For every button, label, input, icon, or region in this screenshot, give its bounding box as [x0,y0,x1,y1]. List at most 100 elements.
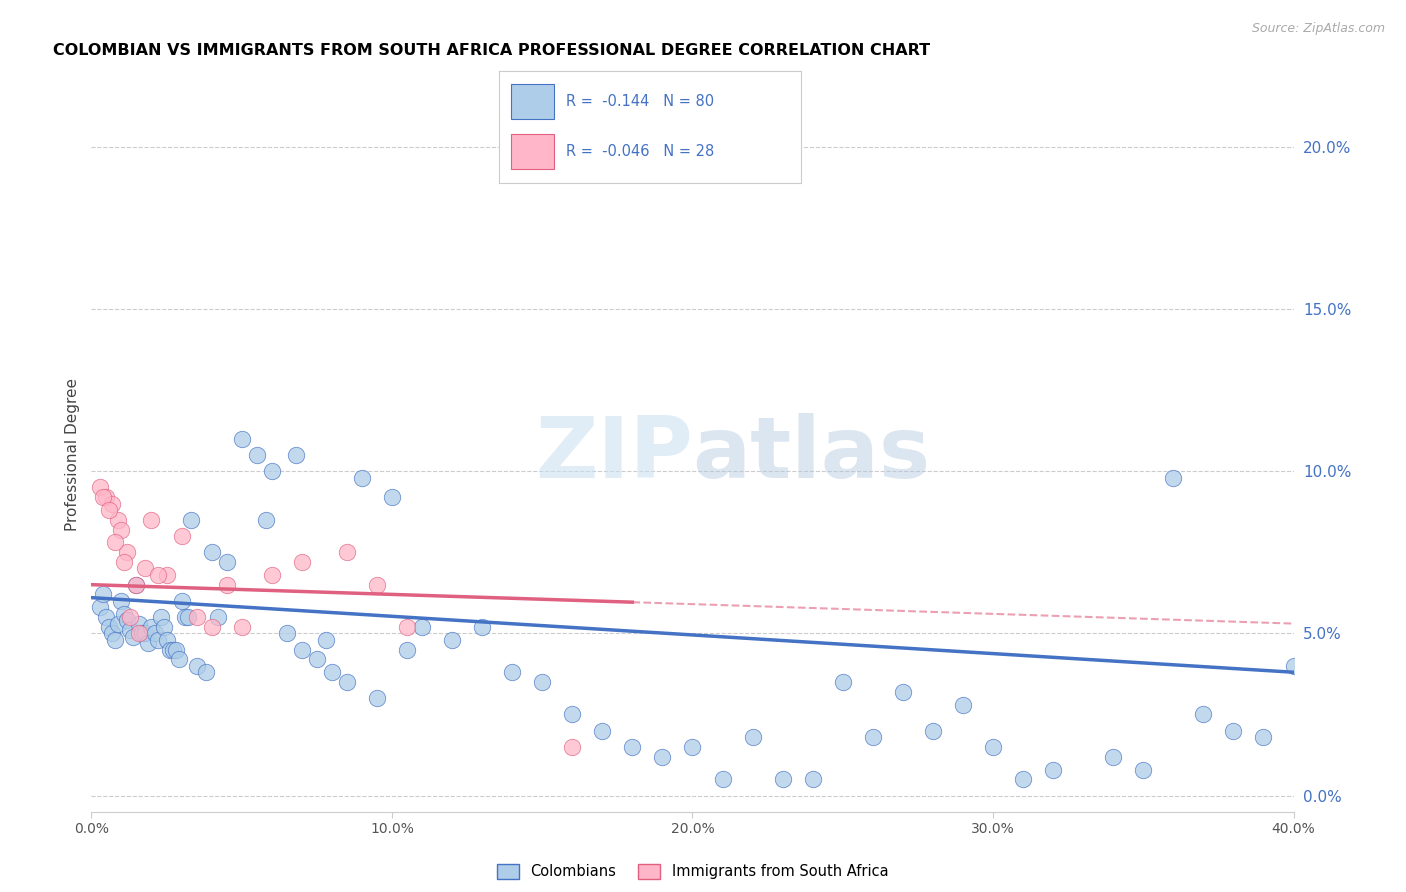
Point [395,642,418,657]
Point [350,470,373,484]
Point [621,739,644,754]
Point [141,513,163,527]
Point [231,620,253,634]
Point [170,594,193,608]
Point [201,620,224,634]
Text: COLOMBIAN VS IMMIGRANTS FROM SOUTH AFRICA PROFESSIONAL DEGREE CORRELATION CHART: COLOMBIAN VS IMMIGRANTS FROM SOUTH AFRIC… [53,43,931,58]
Point [366,691,388,706]
Point [89,600,111,615]
Point [1012,772,1035,787]
Point [159,642,181,657]
Point [366,577,388,591]
Point [146,568,169,582]
Point [381,490,404,504]
Point [561,739,583,754]
Point [215,555,238,569]
Point [891,684,914,698]
Point [981,739,1004,754]
Point [1282,658,1305,673]
Point [98,620,121,634]
Point [952,698,974,712]
Text: Source: ZipAtlas.com: Source: ZipAtlas.com [1251,22,1385,36]
Point [441,632,464,647]
Point [96,610,118,624]
Point [134,626,156,640]
Point [146,632,169,647]
Point [801,772,824,787]
Point [110,523,132,537]
Point [125,577,148,591]
Point [170,529,193,543]
Point [1161,470,1184,484]
Point [194,665,217,680]
Point [471,620,494,634]
Point [1132,763,1154,777]
Point [1192,707,1215,722]
Point [561,707,583,722]
Point [254,513,277,527]
Point [134,561,156,575]
Point [276,626,298,640]
Point [165,642,187,657]
Point [162,642,184,657]
Point [741,730,763,744]
Point [122,630,145,644]
Point [93,490,115,504]
Point [131,626,153,640]
Point [772,772,794,787]
Point [180,513,202,527]
Legend: Colombians, Immigrants from South Africa: Colombians, Immigrants from South Africa [496,864,889,880]
Point [336,675,359,690]
Point [215,577,238,591]
Point [501,665,523,680]
Point [260,464,283,478]
Point [104,632,127,647]
Point [98,503,121,517]
Point [152,620,174,634]
Point [831,675,853,690]
Point [260,568,283,582]
Text: ZIP: ZIP [534,413,692,497]
Point [117,545,139,559]
Point [291,642,314,657]
Point [114,607,136,621]
Point [149,610,172,624]
Bar [512,84,554,120]
Point [862,730,884,744]
Point [101,497,124,511]
Point [681,739,703,754]
Point [336,545,359,559]
Point [186,658,208,673]
Point [110,594,132,608]
Point [246,448,269,462]
Point [120,623,142,637]
Point [176,610,198,624]
Point [411,620,433,634]
Point [591,723,613,738]
Bar [512,134,554,169]
Point [125,577,148,591]
Point [120,610,142,624]
Point [1253,730,1275,744]
Text: atlas: atlas [692,413,931,497]
Point [155,632,177,647]
Point [141,620,163,634]
Point [167,652,190,666]
Y-axis label: Professional Degree: Professional Degree [65,378,80,532]
Point [107,616,129,631]
Point [138,636,160,650]
Point [107,513,129,527]
Text: R =  -0.046   N = 28: R = -0.046 N = 28 [565,145,714,159]
Point [395,620,418,634]
Point [104,535,127,549]
Point [315,632,337,647]
Point [651,749,673,764]
Point [207,610,229,624]
Point [1222,723,1244,738]
Point [1042,763,1064,777]
Point [711,772,734,787]
Point [531,675,554,690]
Point [291,555,314,569]
Point [93,587,115,601]
Point [117,613,139,627]
